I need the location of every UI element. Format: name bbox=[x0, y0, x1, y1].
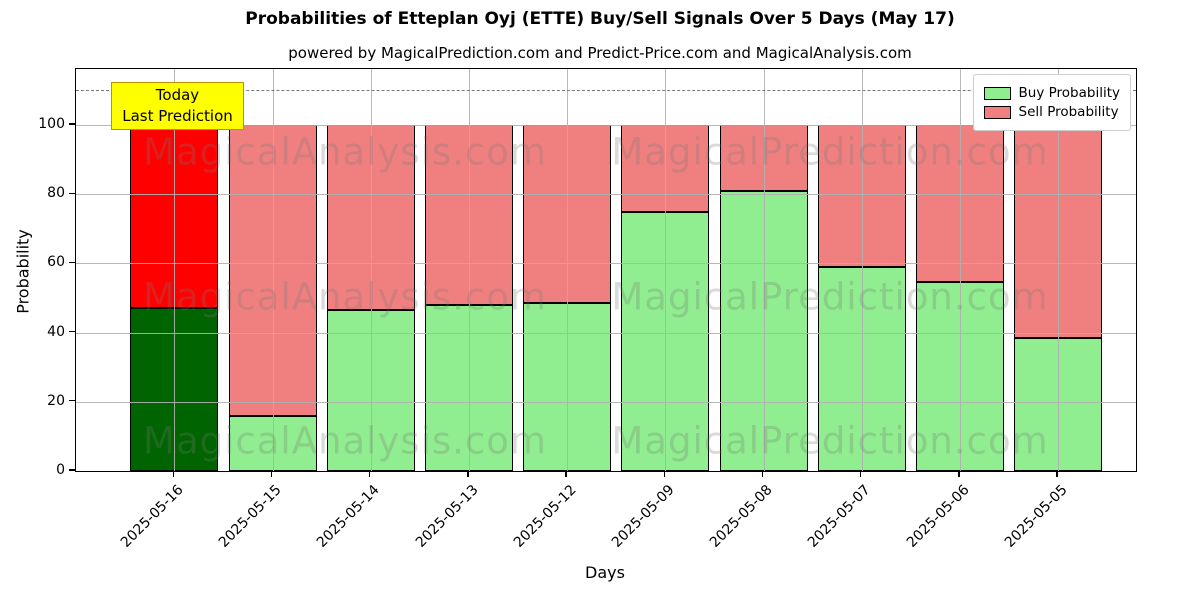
h-gridline bbox=[76, 194, 1136, 196]
dashed-reference-line bbox=[76, 90, 1136, 92]
y-tick-label: 60 bbox=[47, 254, 65, 271]
watermark-text: MagicalAnalysis.com bbox=[143, 275, 547, 319]
legend: Buy Probability Sell Probability bbox=[972, 74, 1131, 131]
legend-item-sell: Sell Probability bbox=[983, 104, 1120, 120]
v-gridline bbox=[665, 69, 667, 471]
y-tick-label: 80 bbox=[47, 185, 65, 202]
watermark-text: MagicalPrediction.com bbox=[611, 419, 1049, 463]
today-annotation: Today Last Prediction bbox=[111, 82, 244, 130]
x-tick-label: 2025-05-09 bbox=[608, 482, 678, 551]
h-gridline bbox=[76, 332, 1136, 334]
x-tick-mark bbox=[369, 471, 371, 478]
h-gridline bbox=[76, 401, 1136, 403]
watermark-text: MagicalPrediction.com bbox=[611, 130, 1049, 174]
sell-swatch-icon bbox=[983, 105, 1011, 119]
v-gridline bbox=[959, 69, 961, 471]
x-axis-label: Days bbox=[585, 563, 625, 582]
x-tick-label: 2025-05-12 bbox=[510, 482, 580, 551]
chart-title: Probabilities of Etteplan Oyj (ETTE) Buy… bbox=[245, 9, 955, 29]
x-tick-mark bbox=[860, 471, 862, 478]
plot-area bbox=[75, 68, 1137, 472]
legend-label-buy: Buy Probability bbox=[1018, 85, 1120, 101]
watermark-text: MagicalAnalysis.com bbox=[143, 130, 547, 174]
v-gridline bbox=[1058, 69, 1060, 471]
x-tick-label: 2025-05-06 bbox=[903, 482, 973, 551]
x-tick-label: 2025-05-13 bbox=[412, 482, 482, 551]
y-tick-label: 0 bbox=[56, 462, 65, 478]
x-tick-label: 2025-05-05 bbox=[1001, 482, 1071, 551]
x-tick-label: 2025-05-14 bbox=[314, 482, 384, 551]
v-gridline bbox=[468, 69, 470, 471]
today-annotation-line2: Last Prediction bbox=[122, 107, 233, 125]
y-tick-mark bbox=[69, 330, 75, 333]
y-tick-mark bbox=[69, 261, 75, 264]
h-gridline bbox=[76, 125, 1136, 126]
legend-item-buy: Buy Probability bbox=[983, 85, 1120, 101]
x-tick-mark bbox=[958, 471, 960, 478]
y-tick-label: 40 bbox=[47, 323, 65, 340]
x-tick-mark bbox=[1056, 471, 1058, 478]
x-tick-label: 2025-05-16 bbox=[117, 482, 187, 551]
today-annotation-line1: Today bbox=[155, 86, 200, 104]
v-gridline bbox=[763, 69, 765, 471]
watermark-text: MagicalAnalysis.com bbox=[143, 419, 547, 463]
h-gridline bbox=[76, 263, 1136, 265]
v-gridline bbox=[567, 69, 569, 471]
y-tick-label: 100 bbox=[38, 116, 65, 132]
y-tick-mark bbox=[69, 469, 75, 471]
x-tick-mark bbox=[270, 471, 273, 478]
x-tick-mark bbox=[467, 471, 469, 478]
v-gridline bbox=[861, 69, 863, 471]
y-tick-mark bbox=[69, 192, 75, 194]
y-axis-label: Probability bbox=[13, 229, 33, 314]
y-tick-mark bbox=[69, 400, 75, 402]
v-gridline bbox=[272, 69, 274, 471]
x-tick-mark bbox=[663, 471, 665, 478]
legend-label-sell: Sell Probability bbox=[1018, 104, 1119, 120]
y-tick-label: 20 bbox=[47, 392, 65, 409]
watermark-text: MagicalPrediction.com bbox=[611, 275, 1049, 319]
x-tick-mark bbox=[565, 471, 567, 478]
x-tick-label: 2025-05-07 bbox=[805, 482, 875, 551]
x-tick-mark bbox=[172, 471, 174, 478]
chart-subtitle: powered by MagicalPrediction.com and Pre… bbox=[288, 44, 912, 62]
x-tick-mark bbox=[761, 471, 764, 478]
y-tick-mark bbox=[69, 123, 75, 125]
v-gridline bbox=[370, 69, 372, 471]
buy-swatch-icon bbox=[983, 86, 1011, 100]
x-tick-label: 2025-05-15 bbox=[215, 482, 285, 551]
x-tick-label: 2025-05-08 bbox=[706, 482, 776, 551]
v-gridline bbox=[174, 69, 176, 471]
